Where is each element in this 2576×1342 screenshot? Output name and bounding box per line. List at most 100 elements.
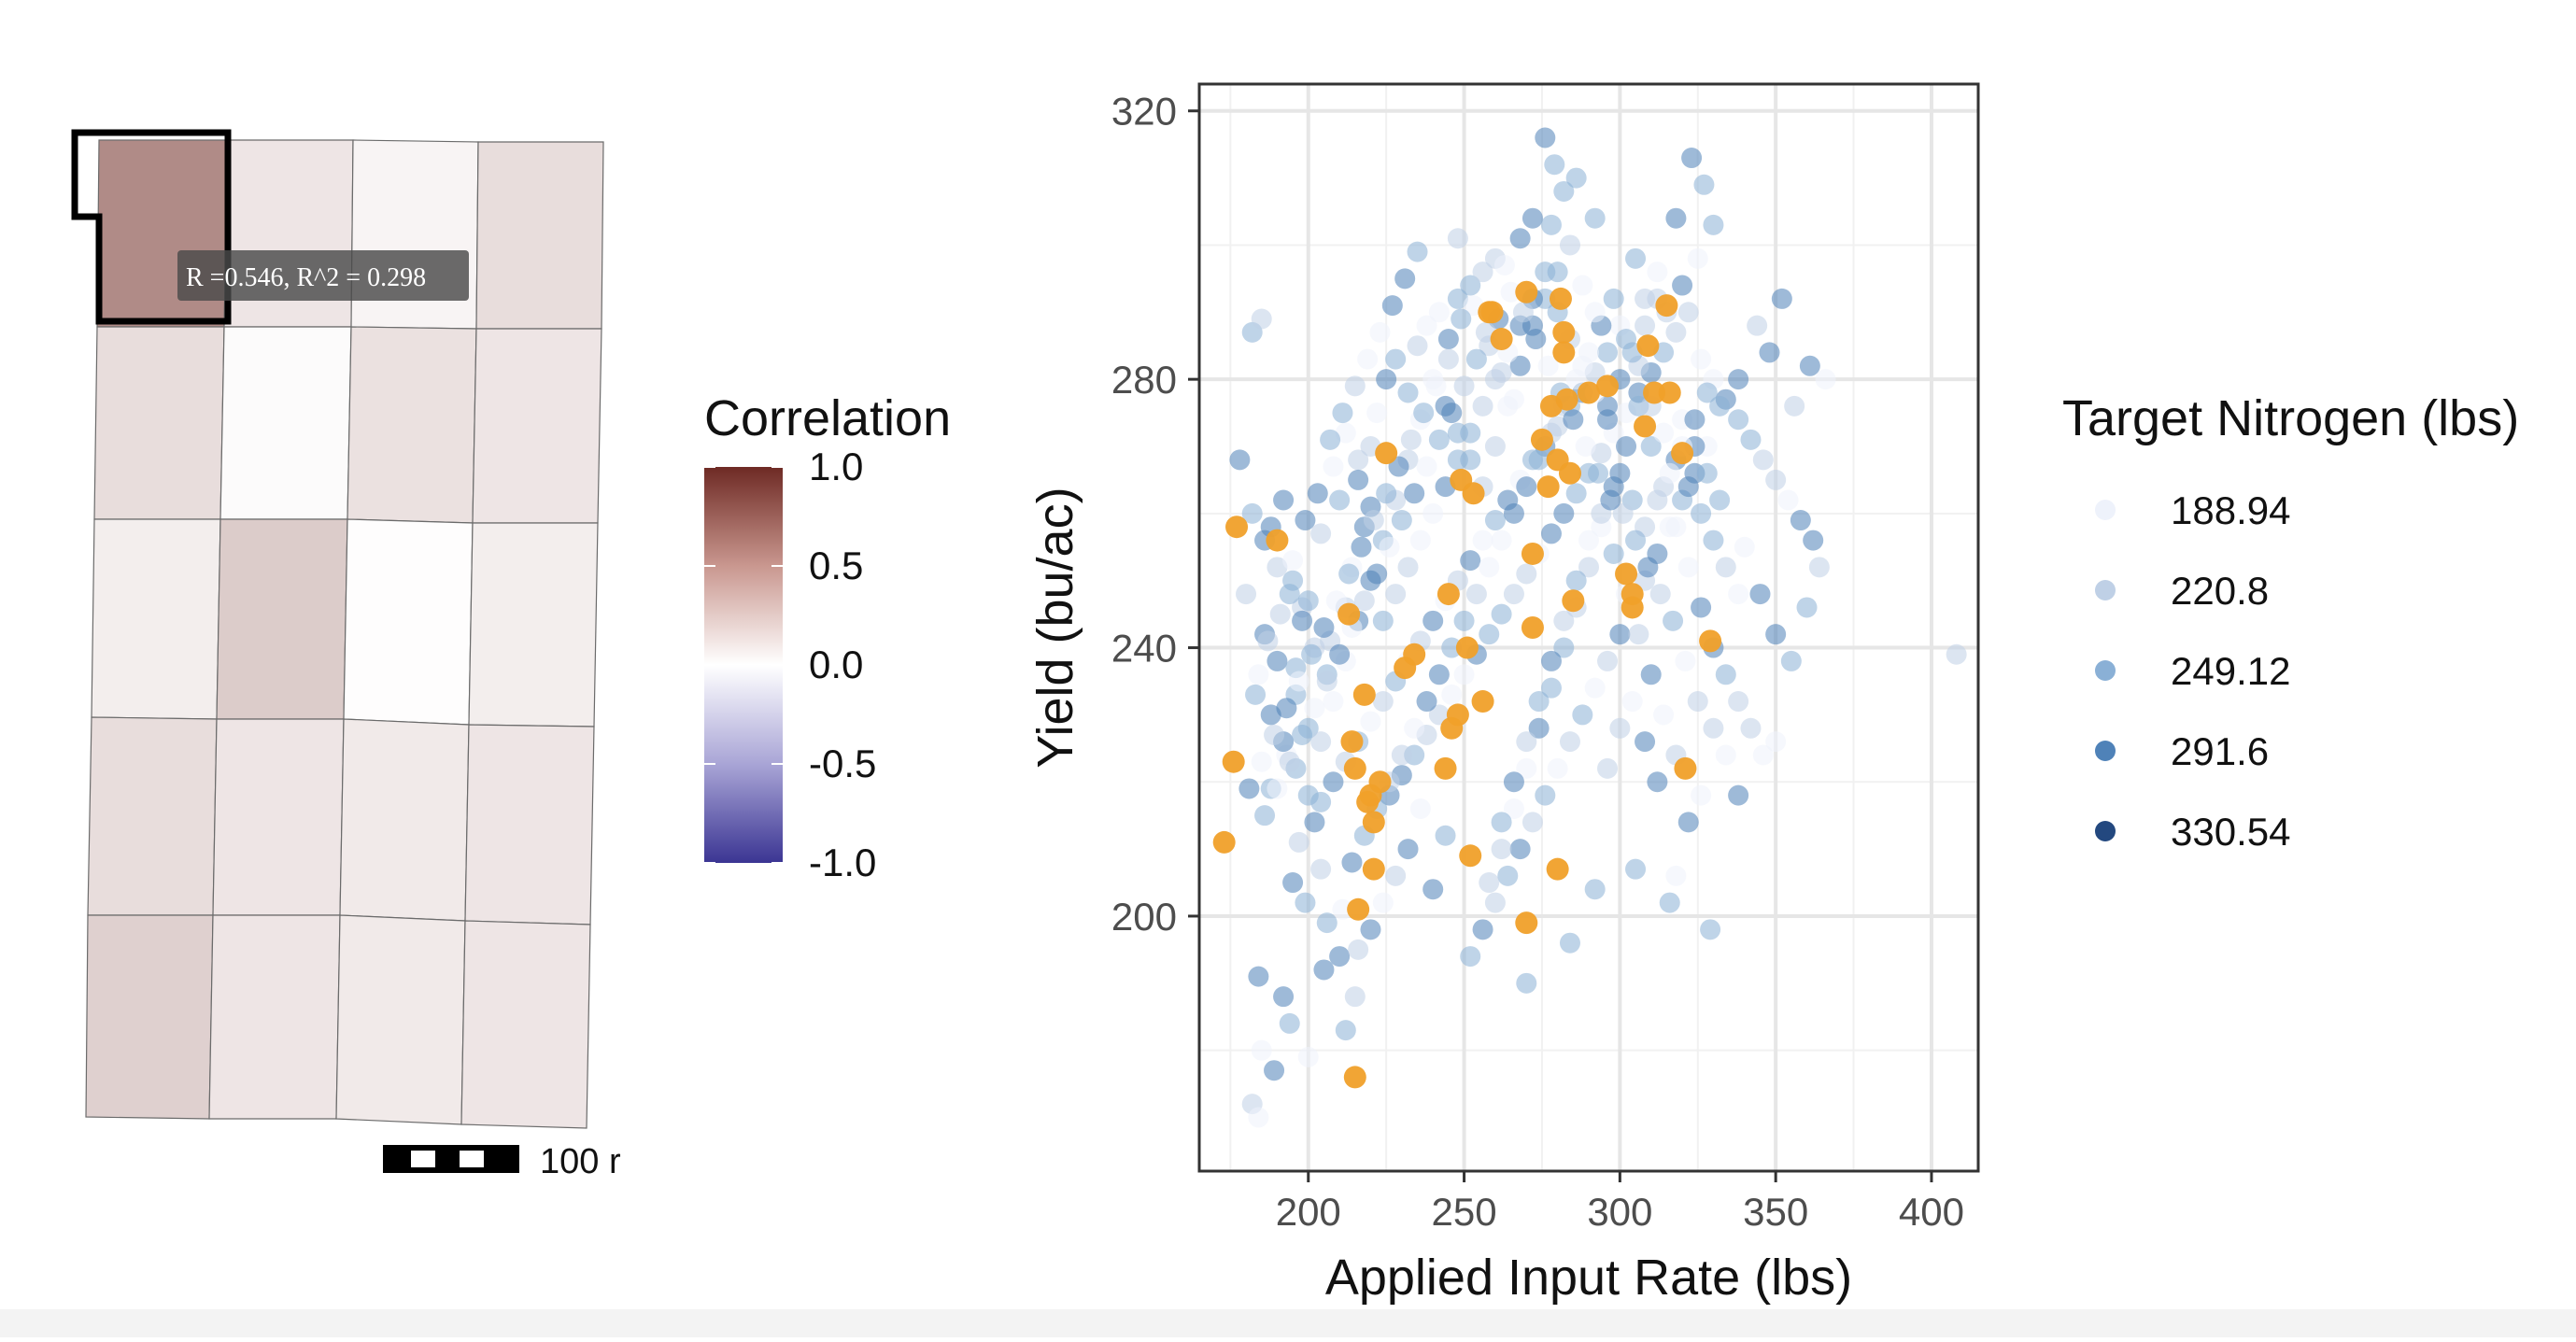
map-cell[interactable] [335, 914, 466, 1125]
data-point [1391, 510, 1412, 531]
highlighted-data-point [1459, 844, 1482, 868]
data-point [1765, 624, 1787, 645]
data-point [1584, 207, 1606, 229]
data-point [1369, 321, 1391, 343]
data-point [1625, 858, 1647, 880]
data-point [1771, 288, 1792, 309]
data-point [1484, 436, 1506, 457]
tooltip-text: R =0.546, R^2 = 0.298 [186, 263, 426, 292]
data-point [1691, 348, 1712, 370]
data-point [1653, 704, 1675, 726]
highlighted-data-point [1515, 911, 1538, 935]
colorbar-tick-label: 0.0 [809, 643, 863, 686]
data-point [1609, 717, 1631, 739]
highlighted-data-point [1352, 683, 1376, 706]
data-point [1597, 342, 1619, 363]
map-cell[interactable] [216, 518, 348, 720]
data-point [1749, 584, 1771, 605]
data-point [1484, 892, 1506, 913]
data-point [1257, 630, 1279, 652]
data-point [1700, 919, 1721, 940]
data-point [1441, 637, 1463, 658]
data-point [1625, 530, 1647, 551]
data-point [1752, 449, 1774, 471]
map-cell[interactable] [85, 914, 214, 1120]
data-point [1465, 584, 1487, 605]
data-point [1320, 429, 1341, 450]
data-point [1385, 348, 1407, 370]
highlighted-data-point [1434, 756, 1457, 780]
map-cell[interactable] [343, 518, 474, 726]
highlighted-data-point [1375, 442, 1398, 465]
data-point [1366, 563, 1388, 585]
data-point [1428, 302, 1450, 323]
data-point [1578, 530, 1599, 551]
data-point [1728, 369, 1749, 390]
map-cell[interactable] [347, 326, 477, 524]
map-cell[interactable] [468, 522, 599, 728]
highlighted-data-point [1521, 542, 1544, 565]
data-point [1292, 610, 1313, 631]
highlighted-data-point [1480, 301, 1504, 324]
data-point [1376, 369, 1397, 390]
highlighted-data-point [1530, 428, 1553, 451]
y-axis-title: Yield (bu/ac) [1027, 487, 1083, 768]
data-point [1400, 429, 1422, 450]
data-point [1691, 597, 1712, 618]
highlighted-data-point [1555, 388, 1578, 411]
data-point [1728, 784, 1749, 806]
data-point [1437, 329, 1459, 350]
data-point [1379, 536, 1400, 558]
map-cell[interactable] [475, 141, 604, 330]
map-cell[interactable] [460, 920, 591, 1129]
map-cell[interactable] [208, 914, 341, 1120]
map-cell[interactable] [93, 326, 225, 520]
data-point [1465, 348, 1487, 370]
data-point [1447, 288, 1468, 309]
data-point [1335, 1020, 1356, 1041]
data-point [1460, 422, 1481, 444]
data-point [1703, 530, 1724, 551]
map-cell[interactable] [212, 718, 345, 916]
x-tick-label: 400 [1899, 1190, 1964, 1234]
data-point [1472, 395, 1493, 417]
data-point [1597, 650, 1619, 671]
data-point [1360, 711, 1381, 732]
map-cell[interactable] [339, 718, 470, 922]
data-point [1503, 584, 1524, 605]
map-cell[interactable] [472, 328, 602, 524]
data-point [1267, 778, 1288, 799]
data-point [1428, 664, 1450, 685]
data-point [1578, 557, 1599, 578]
highlighted-data-point [1403, 643, 1426, 666]
highlighted-cell-outline[interactable] [71, 129, 232, 325]
data-point [1677, 302, 1699, 323]
highlighted-data-point [1356, 790, 1380, 813]
map-cell[interactable] [91, 518, 221, 720]
data-point [1503, 388, 1524, 410]
data-point [1428, 429, 1450, 450]
colorbar-tick-label: 1.0 [809, 445, 863, 488]
data-point [1525, 329, 1547, 350]
data-point [1404, 717, 1425, 739]
map-cell[interactable] [87, 716, 218, 916]
data-point [1416, 456, 1437, 477]
data-point [1584, 302, 1606, 323]
data-point [1696, 462, 1718, 484]
highlighted-data-point [1362, 857, 1385, 881]
data-point [1484, 510, 1506, 531]
data-point [1509, 228, 1531, 249]
data-point [1341, 852, 1363, 873]
data-point [1516, 476, 1537, 498]
map-cell[interactable] [464, 724, 595, 925]
highlighted-data-point [1455, 636, 1479, 659]
data-point [1422, 502, 1444, 524]
data-point [1528, 717, 1550, 739]
data-point [1279, 751, 1300, 772]
legend-key [2095, 500, 2116, 520]
data-point [1547, 757, 1568, 779]
map-cell[interactable] [219, 326, 352, 520]
data-point [1310, 858, 1332, 880]
highlighted-data-point [1340, 730, 1364, 754]
colorbar-tick-label: -1.0 [809, 841, 876, 884]
